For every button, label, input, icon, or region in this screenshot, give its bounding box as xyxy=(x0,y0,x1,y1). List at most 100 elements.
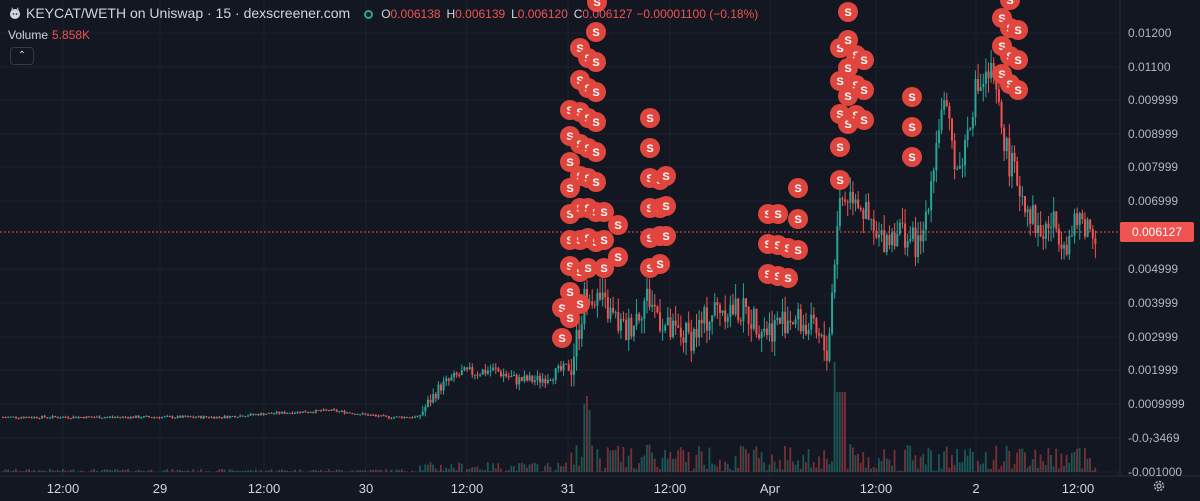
volume-bar xyxy=(48,469,51,472)
sell-marker-label: S xyxy=(774,209,781,221)
volume-bar xyxy=(737,467,740,472)
candle-body xyxy=(492,367,495,371)
volume-bar xyxy=(703,464,706,472)
chart-header: KEYCAT/WETH on Uniswap · 15 · dexscreene… xyxy=(8,5,758,21)
sell-marker[interactable]: S xyxy=(778,268,798,288)
sell-marker[interactable]: S xyxy=(656,226,676,246)
volume-bar xyxy=(270,469,273,472)
candle-body xyxy=(1065,244,1068,255)
sell-marker[interactable]: S xyxy=(586,52,606,72)
sell-marker[interactable]: S xyxy=(560,152,580,172)
volume-bar xyxy=(622,446,625,472)
sell-marker[interactable]: S xyxy=(594,230,614,250)
volume-bar xyxy=(1068,463,1071,472)
candle-body xyxy=(377,415,380,417)
sell-marker[interactable]: S xyxy=(1008,80,1028,100)
price-tick-label: 0.01200 xyxy=(1128,26,1172,40)
candle-body xyxy=(322,409,325,411)
sell-marker[interactable]: S xyxy=(788,178,808,198)
sell-marker[interactable]: S xyxy=(656,196,676,216)
candle-body xyxy=(937,130,940,144)
volume-bar xyxy=(700,451,703,472)
sell-marker[interactable]: S xyxy=(587,0,607,12)
sell-marker[interactable]: S xyxy=(838,2,858,22)
volume-bar xyxy=(546,462,549,472)
sell-marker[interactable]: S xyxy=(570,294,590,314)
sell-marker[interactable]: S xyxy=(586,22,606,42)
candle-body xyxy=(544,378,547,384)
volume-bar xyxy=(119,470,122,472)
volume-bar xyxy=(841,392,844,472)
candle-body xyxy=(486,370,489,374)
volume-bar xyxy=(372,470,375,472)
sell-marker[interactable]: S xyxy=(608,247,628,267)
sell-marker[interactable]: S xyxy=(586,172,606,192)
volume-bars xyxy=(2,362,1097,472)
candle-body xyxy=(267,412,270,414)
low-value: 0.006120 xyxy=(517,7,568,21)
sell-marker[interactable]: S xyxy=(902,117,922,137)
gear-icon[interactable] xyxy=(1152,479,1166,493)
volume-bar xyxy=(836,392,839,472)
sell-marker[interactable]: S xyxy=(594,258,614,278)
sell-marker-label: S xyxy=(566,261,573,273)
volume-bar xyxy=(390,469,393,472)
sell-marker[interactable]: S xyxy=(854,50,874,70)
sell-marker-label: S xyxy=(794,214,801,226)
sell-marker[interactable]: S xyxy=(1008,20,1028,40)
sell-marker[interactable]: S xyxy=(552,328,572,348)
candle-body xyxy=(2,417,5,419)
volume-bar xyxy=(713,464,716,472)
sell-marker-label: S xyxy=(764,209,771,221)
volume-bar xyxy=(732,470,734,472)
sell-marker[interactable]: S xyxy=(594,202,614,222)
volume-bar xyxy=(163,470,166,472)
sell-marker-label: S xyxy=(836,43,843,55)
sell-marker[interactable]: S xyxy=(902,87,922,107)
sell-marker[interactable]: S xyxy=(854,110,874,130)
sell-marker[interactable]: S xyxy=(830,137,850,157)
sell-marker[interactable]: S xyxy=(788,240,808,260)
sell-marker[interactable]: S xyxy=(608,215,628,235)
sell-marker[interactable]: S xyxy=(650,254,670,274)
sell-marker[interactable]: S xyxy=(1000,0,1020,10)
volume-bar xyxy=(739,445,742,472)
sell-marker[interactable]: S xyxy=(656,166,676,186)
candle-body xyxy=(61,416,64,418)
sell-marker[interactable]: S xyxy=(768,204,788,224)
volume-bar xyxy=(1063,466,1065,472)
candle-body xyxy=(419,415,422,417)
candle-body xyxy=(987,71,990,79)
volume-bar xyxy=(1010,468,1013,472)
sell-marker[interactable]: S xyxy=(1008,50,1028,70)
volume-bar xyxy=(969,448,972,472)
sell-marker[interactable]: S xyxy=(788,209,808,229)
candle-body xyxy=(380,415,383,417)
sell-marker[interactable]: S xyxy=(586,82,606,102)
volume-bar xyxy=(687,451,690,472)
sell-marker[interactable]: S xyxy=(640,138,660,158)
volume-bar xyxy=(333,471,335,472)
sell-marker[interactable]: S xyxy=(838,30,858,50)
sell-marker[interactable]: S xyxy=(560,308,580,328)
sell-marker[interactable]: S xyxy=(586,112,606,132)
sell-marker-label: S xyxy=(844,7,851,19)
volume-bar xyxy=(1076,448,1078,472)
volume-bar xyxy=(911,460,914,472)
price-tick-label: 0.008999 xyxy=(1128,127,1178,141)
sell-marker[interactable]: S xyxy=(640,108,660,128)
sell-marker[interactable]: S xyxy=(854,80,874,100)
collapse-legend-button[interactable]: ⌃ xyxy=(10,47,34,65)
sell-marker[interactable]: S xyxy=(586,142,606,162)
volume-bar xyxy=(705,468,708,472)
volume-bar xyxy=(586,395,588,472)
sell-marker[interactable]: S xyxy=(902,147,922,167)
sell-marker[interactable]: S xyxy=(578,258,598,278)
candle-body xyxy=(870,219,873,221)
volume-bar xyxy=(312,469,315,472)
volume-bar xyxy=(437,470,440,472)
candle-body xyxy=(1047,223,1050,229)
sell-marker[interactable]: S xyxy=(830,170,850,190)
candle-body xyxy=(1018,185,1021,197)
